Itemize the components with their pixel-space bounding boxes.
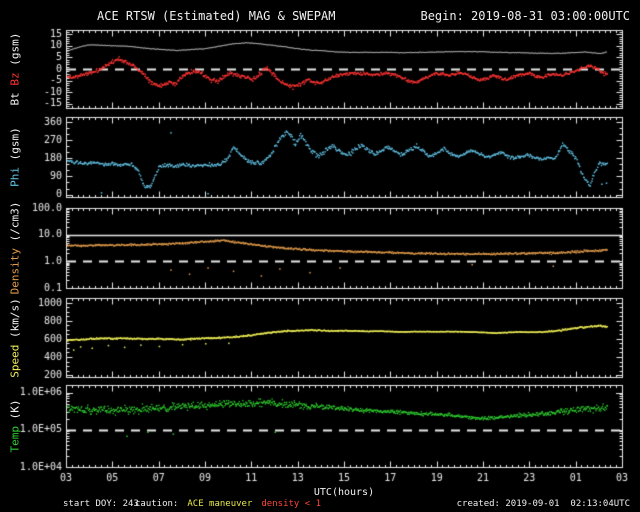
y-axis-label-part: Temp — [8, 426, 22, 453]
y-axis-label-speed: Speed (km/s) — [9, 298, 22, 377]
footer-created-timestamp: created: 2019-09-01 02:13:04UTC — [456, 499, 630, 509]
y-axis-label-part: Phi — [8, 166, 22, 187]
y-axis-label-part: Speed — [8, 344, 22, 378]
begin-timestamp: Begin: 2019-08-31 03:00:00UTC — [420, 9, 630, 23]
x-axis-label: UTC(hours) — [313, 487, 375, 498]
caution-warning-text: ACE maneuver — [187, 499, 253, 509]
caution-label: caution: — [135, 499, 179, 509]
y-axis-label-part: (gsm) — [8, 32, 22, 73]
chart-title: ACE RTSW (Estimated) MAG & SWEPAM — [97, 9, 336, 23]
y-axis-label-part: (km/s) — [8, 297, 22, 345]
y-axis-label-density: Density (/cm3) — [9, 202, 22, 295]
caution-alert-text: density < 1 — [261, 499, 321, 509]
y-axis-label-part: Density — [8, 248, 22, 295]
y-axis-label-mag: Bt Bz (gsm) — [9, 33, 22, 106]
y-axis-label-part: (K) — [8, 399, 22, 426]
y-axis-label-part: Bt — [8, 85, 22, 106]
footer-start-doy: start DOY: 243 — [63, 499, 139, 509]
y-axis-label-part: (/cm3) — [8, 201, 22, 248]
y-axis-label-temp: Temp (K) — [9, 400, 22, 453]
y-axis-label-part: (gsm) — [8, 127, 22, 167]
y-axis-label-phi: Phi (gsm) — [9, 127, 22, 187]
y-axis-label-part: Bz — [8, 72, 22, 86]
footer-caution: caution: ACE maneuver density < 1 — [135, 499, 321, 509]
